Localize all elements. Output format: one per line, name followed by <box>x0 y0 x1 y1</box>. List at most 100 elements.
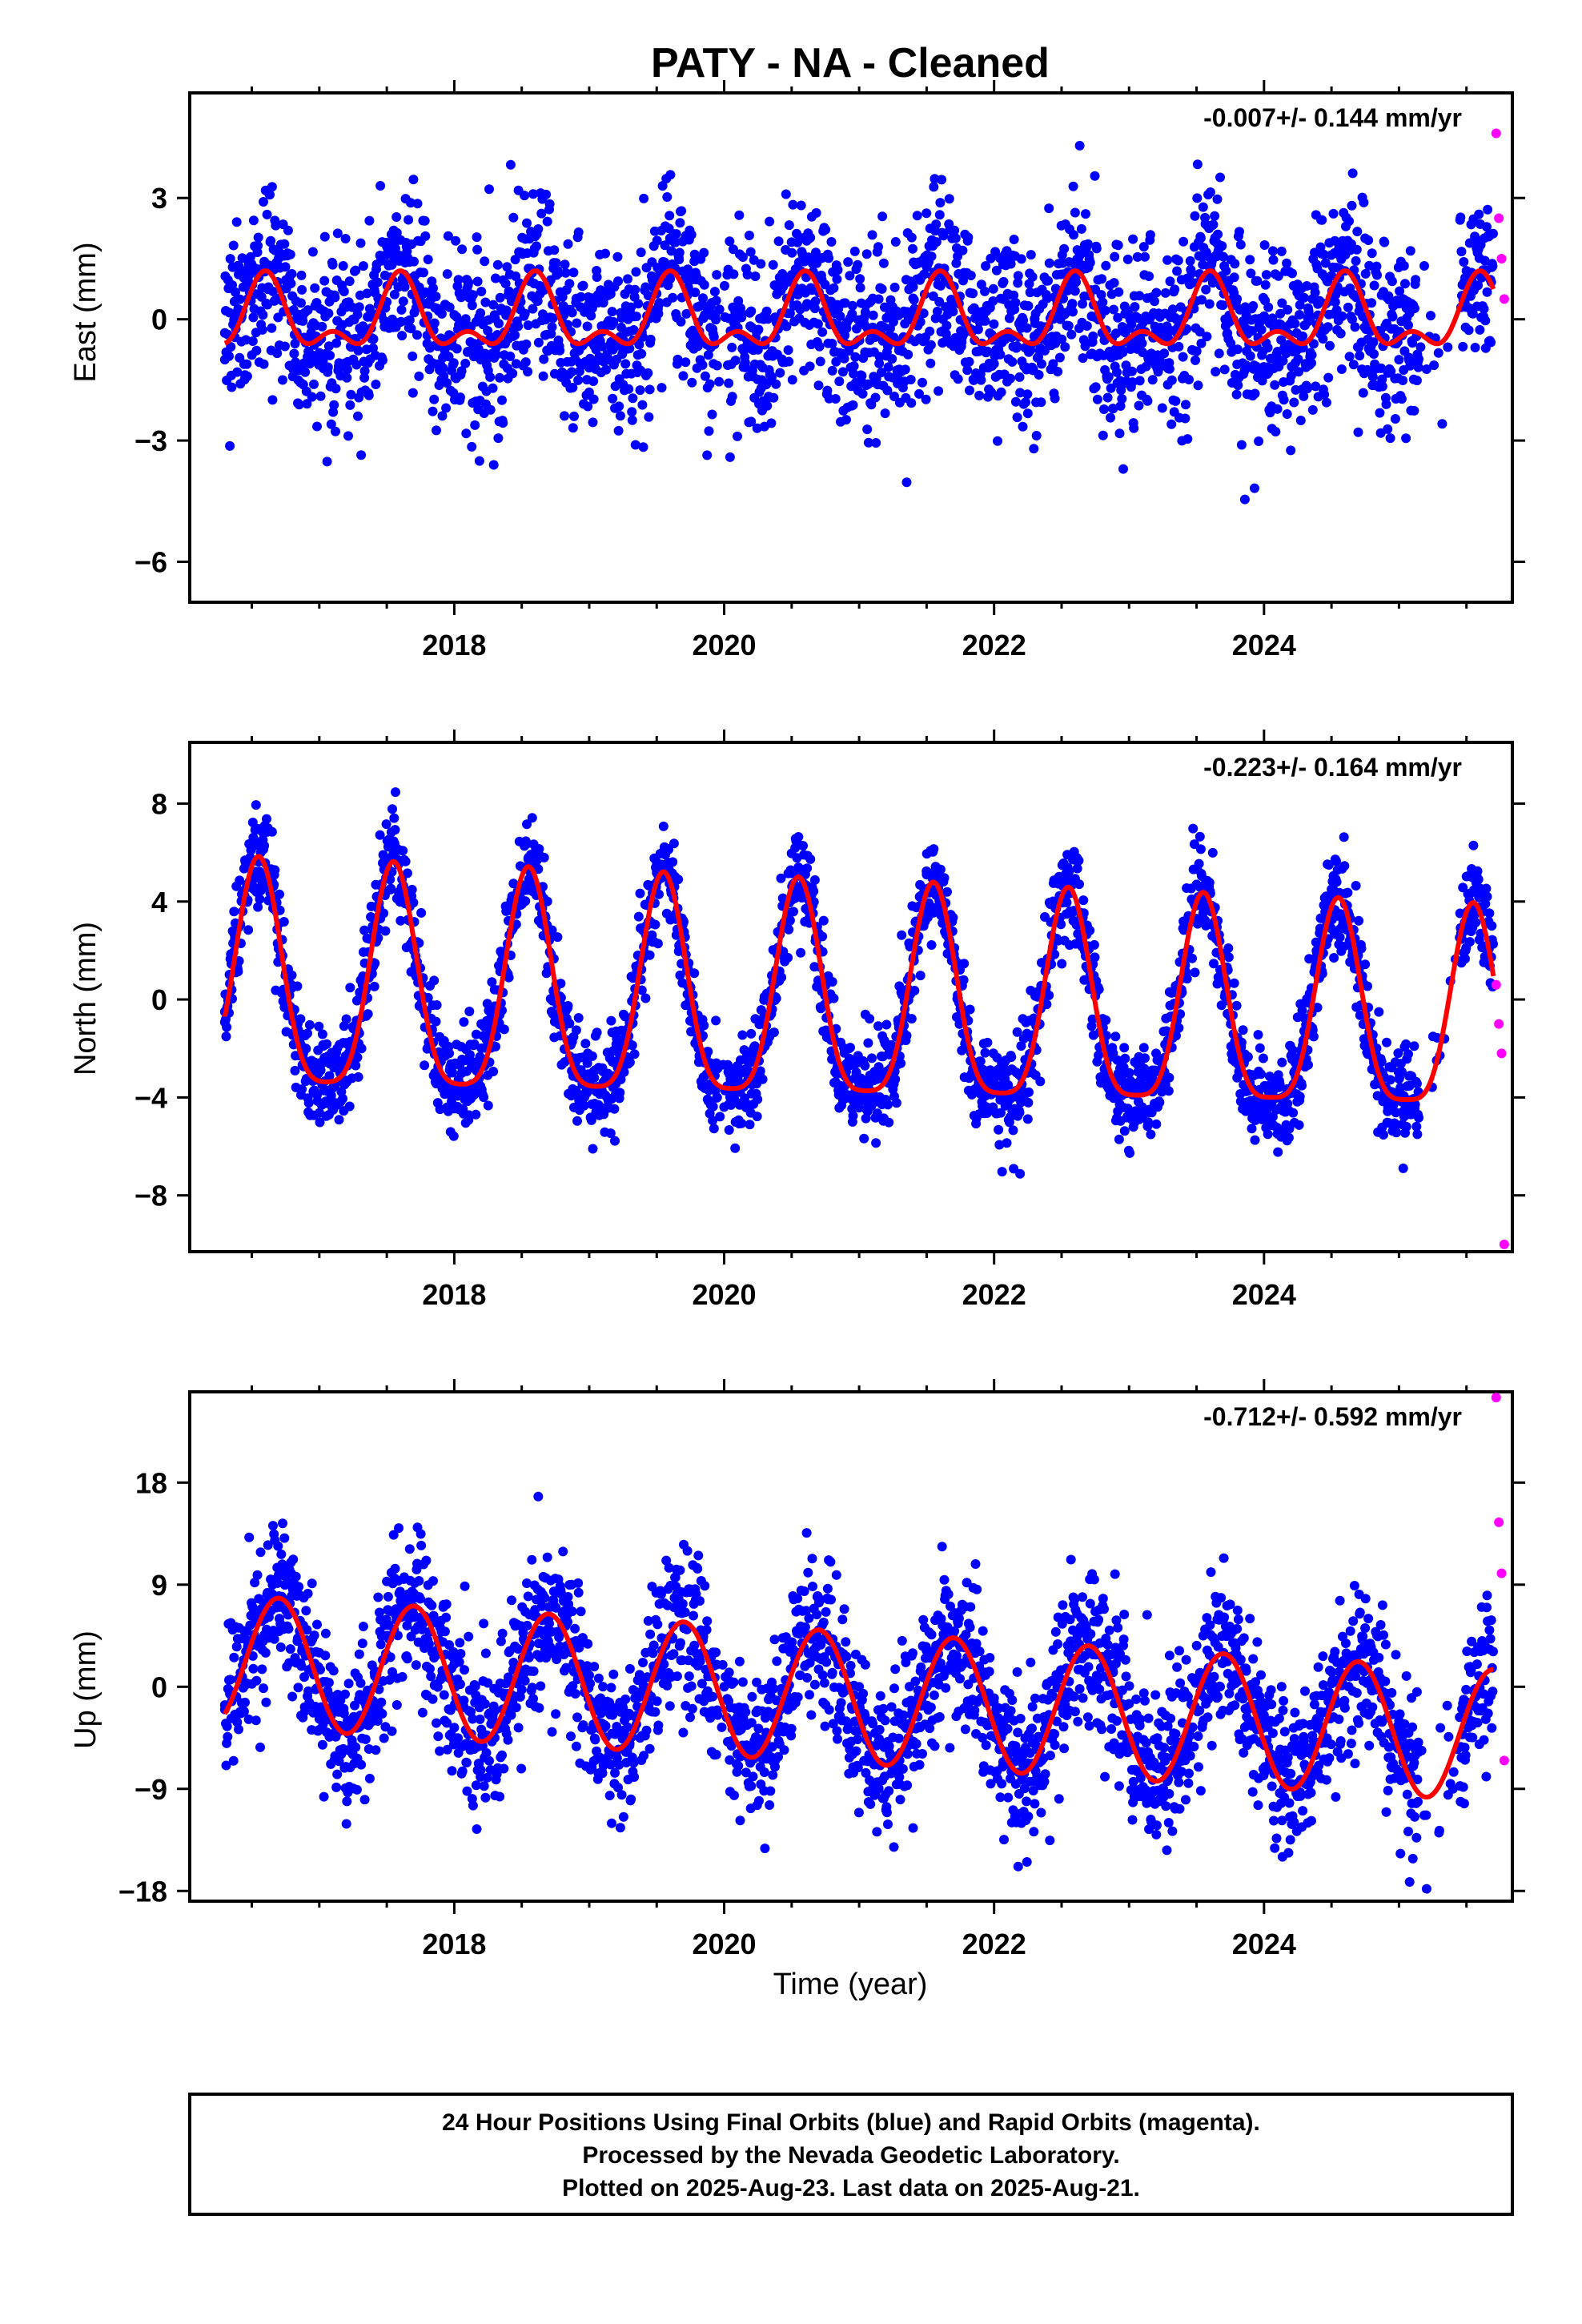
final-point <box>1347 168 1358 179</box>
final-point <box>948 912 958 923</box>
final-point <box>380 926 391 936</box>
east-rate-label: -0.007+/- 0.144 mm/yr <box>1203 103 1462 132</box>
final-point <box>267 826 277 837</box>
final-point <box>873 1021 883 1031</box>
final-point <box>1286 445 1296 456</box>
final-point <box>822 385 833 396</box>
final-point <box>1277 298 1287 308</box>
final-point <box>932 306 942 316</box>
final-point <box>1202 332 1212 342</box>
final-point <box>1475 324 1485 335</box>
final-point <box>1090 171 1100 181</box>
final-point <box>1368 337 1379 348</box>
final-point <box>290 339 300 349</box>
final-point <box>1256 324 1267 335</box>
final-point <box>965 385 974 396</box>
final-point <box>1009 235 1019 244</box>
final-point <box>1024 1087 1034 1097</box>
final-point <box>404 315 415 325</box>
final-point <box>1236 440 1247 450</box>
x-tick-label: 2020 <box>692 1278 756 1311</box>
final-point <box>1191 355 1200 365</box>
final-point <box>231 217 242 227</box>
final-point <box>871 438 881 448</box>
final-point <box>908 243 917 254</box>
final-point <box>1210 211 1220 221</box>
final-point <box>343 431 353 441</box>
final-point <box>408 175 419 185</box>
final-point <box>711 296 721 306</box>
final-point <box>714 376 725 387</box>
final-point <box>242 359 252 369</box>
final-point <box>903 349 913 360</box>
final-point <box>437 411 448 421</box>
final-point <box>267 395 278 405</box>
final-point <box>674 255 685 265</box>
final-point <box>1130 302 1140 312</box>
final-point <box>1259 240 1270 250</box>
final-point <box>460 314 471 324</box>
final-point <box>906 1014 917 1024</box>
final-point <box>614 401 624 412</box>
final-point <box>619 1067 629 1077</box>
final-point <box>605 1128 616 1139</box>
final-point <box>645 334 656 344</box>
final-point <box>457 244 468 255</box>
final-point <box>472 276 483 287</box>
final-point <box>850 352 861 362</box>
final-point <box>472 232 482 243</box>
final-point <box>725 452 735 462</box>
final-point <box>1320 258 1331 268</box>
final-point <box>714 304 725 315</box>
final-point <box>1007 356 1018 367</box>
final-point <box>815 356 825 367</box>
final-point <box>267 182 277 192</box>
final-point <box>222 1022 232 1032</box>
final-point <box>1035 1076 1046 1087</box>
final-point <box>564 279 575 289</box>
final-point <box>689 968 700 979</box>
final-point <box>1331 289 1341 300</box>
final-point <box>1022 389 1033 400</box>
final-point <box>364 304 375 314</box>
final-point <box>429 318 440 328</box>
final-point <box>491 273 500 283</box>
final-point <box>588 1144 598 1154</box>
final-point <box>353 411 363 421</box>
final-point <box>582 1058 592 1068</box>
final-point <box>504 972 514 983</box>
final-point <box>327 259 338 270</box>
east-model-fit <box>223 268 1496 347</box>
final-point <box>592 272 602 282</box>
final-point <box>1401 433 1411 444</box>
final-point <box>488 460 499 470</box>
final-point <box>289 348 299 359</box>
final-point <box>483 1100 493 1111</box>
final-point <box>1022 1114 1033 1124</box>
final-point <box>463 347 473 357</box>
final-point <box>867 230 877 240</box>
final-point <box>1250 483 1259 493</box>
final-point <box>1110 251 1120 262</box>
final-point <box>989 319 999 329</box>
final-point <box>624 326 635 336</box>
final-point <box>542 216 552 227</box>
final-point <box>1410 304 1419 313</box>
final-point <box>1117 394 1127 404</box>
final-point <box>765 216 775 227</box>
final-point <box>703 350 713 360</box>
final-point <box>1138 1043 1149 1053</box>
final-point <box>579 1100 589 1111</box>
final-point <box>609 1104 620 1114</box>
final-point <box>681 357 691 368</box>
final-point <box>1014 372 1025 382</box>
final-point <box>1096 290 1106 300</box>
final-point <box>1146 1129 1156 1140</box>
final-point <box>1110 351 1121 361</box>
final-point <box>712 270 722 280</box>
final-point <box>539 354 549 364</box>
final-point <box>431 292 441 302</box>
final-point <box>1114 1134 1124 1144</box>
final-point <box>353 345 363 356</box>
final-point <box>639 193 649 203</box>
